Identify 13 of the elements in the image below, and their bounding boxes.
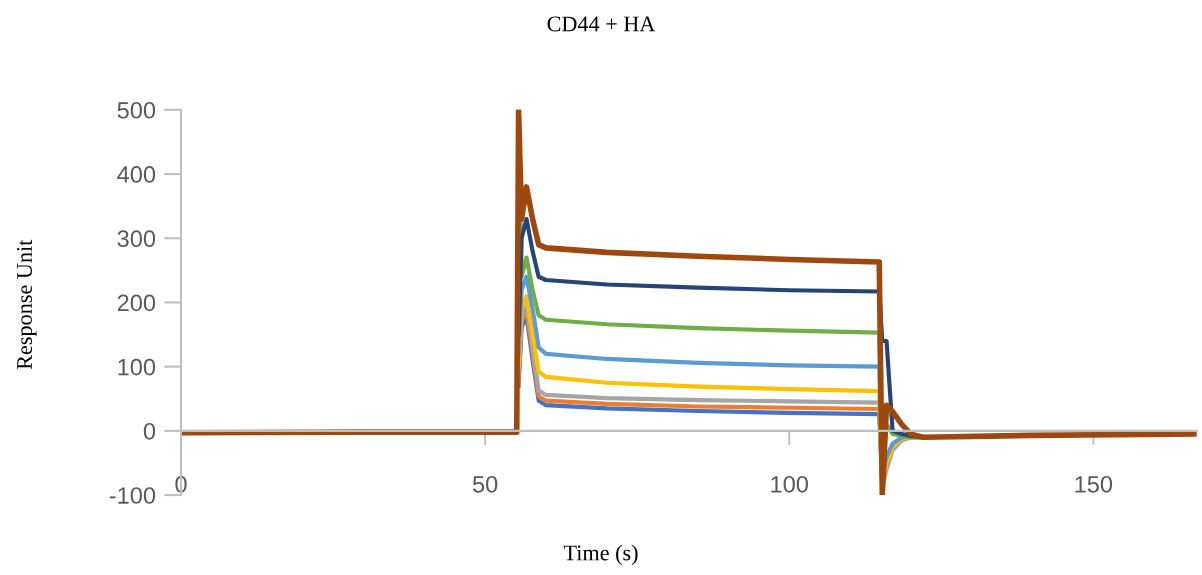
y-axis-title: Response Unit xyxy=(17,239,37,370)
chart-title: CD44 + HA xyxy=(547,16,656,32)
x-tick-label: 50 xyxy=(472,475,498,493)
y-tick-label: 400 xyxy=(117,166,156,183)
x-axis-title: Time (s) xyxy=(563,544,638,565)
x-tick-label: 150 xyxy=(1075,475,1113,493)
y-tick-label: 200 xyxy=(117,294,156,312)
y-tick-label: 100 xyxy=(118,358,156,376)
x-tick-label: 100 xyxy=(771,475,808,493)
y-tick-label: -100 xyxy=(109,487,156,504)
y-tick-label: 500 xyxy=(117,101,156,119)
y-tick-label: 300 xyxy=(117,230,156,248)
y-tick-label: 0 xyxy=(143,422,156,440)
